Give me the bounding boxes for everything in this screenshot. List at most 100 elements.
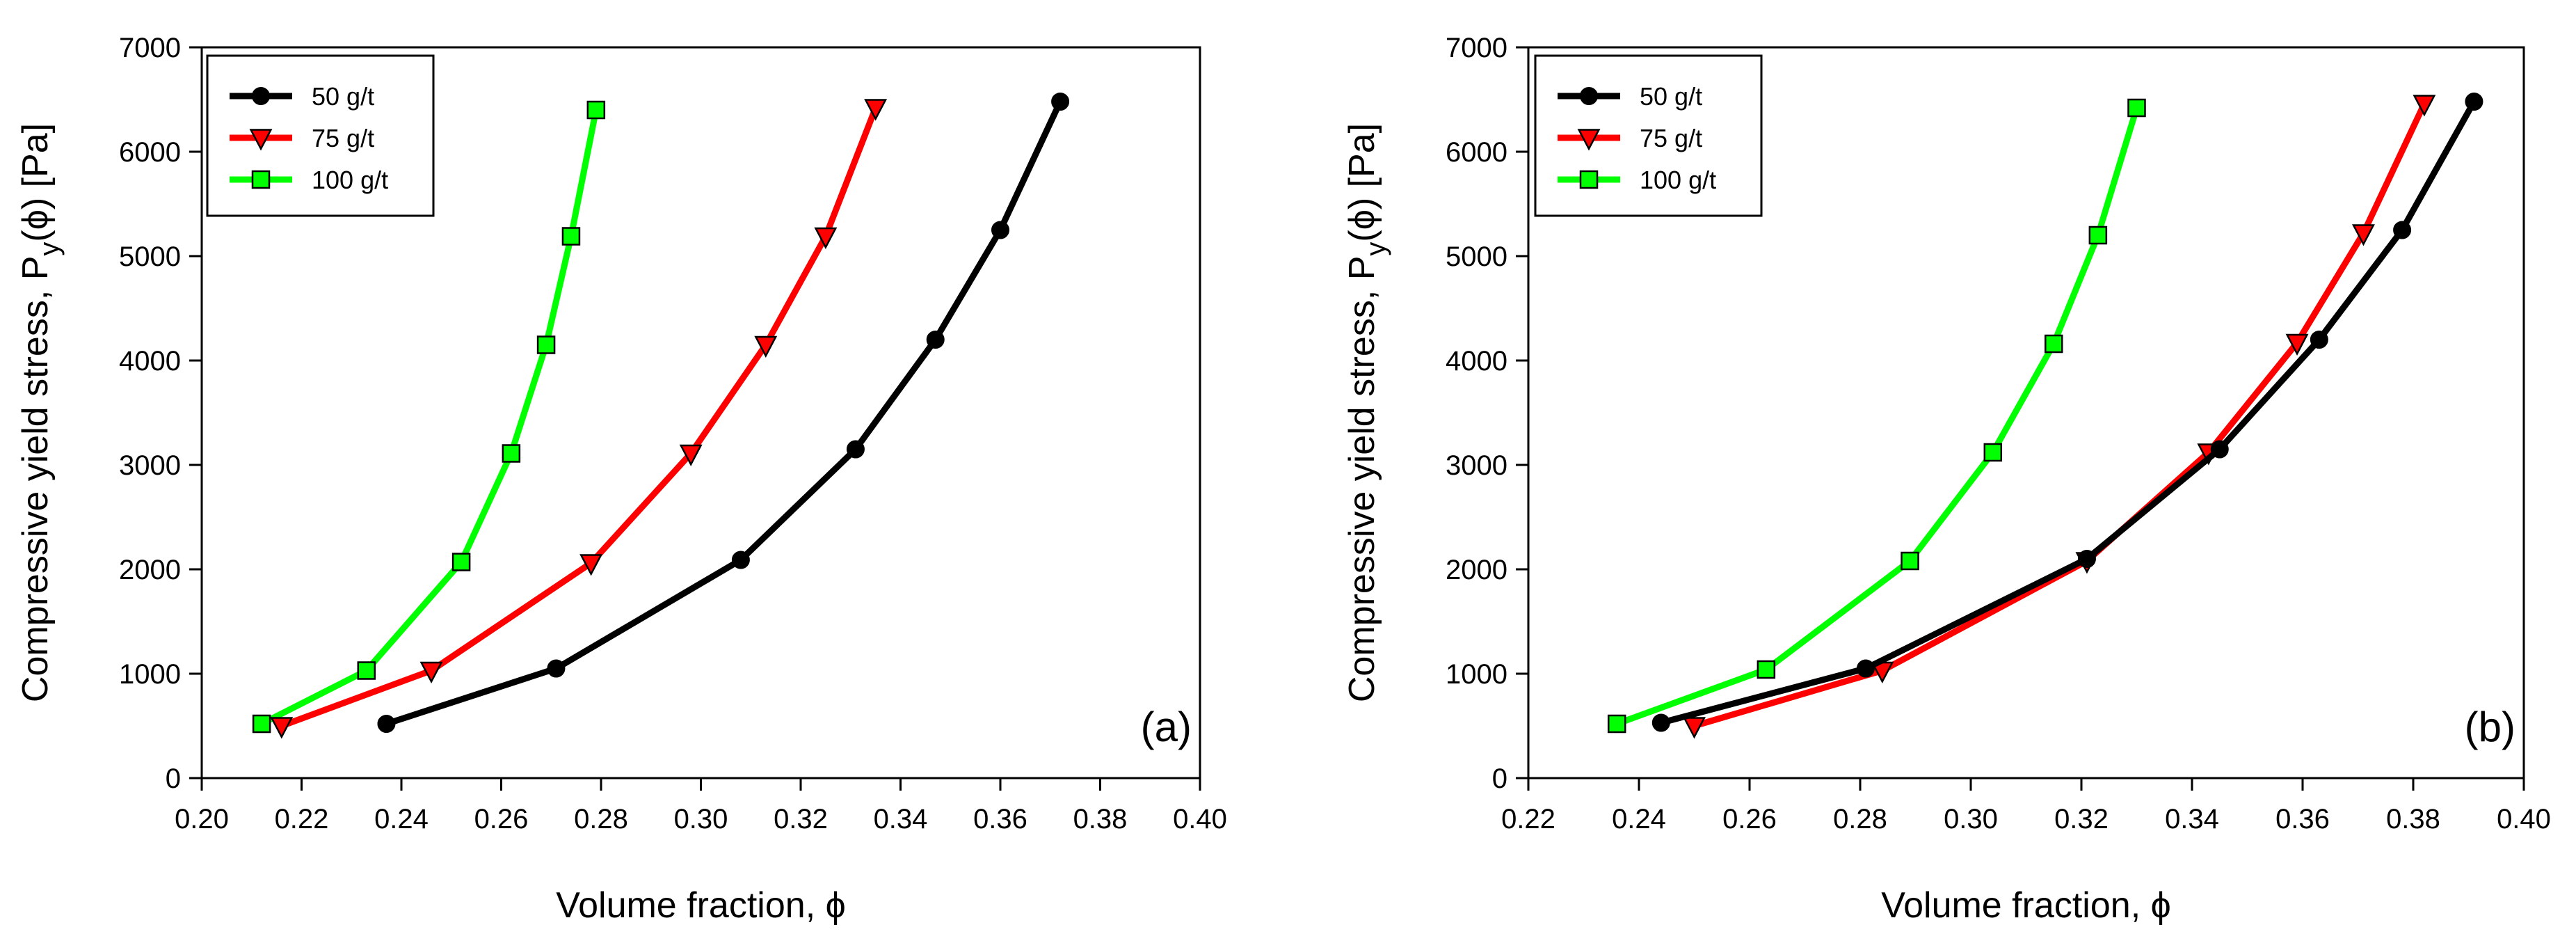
- data-point: [502, 444, 521, 463]
- x-tick-label: 0.34: [2165, 804, 2219, 834]
- data-point: [1051, 93, 1070, 111]
- y-axis-label-subscript: y: [34, 242, 65, 256]
- x-tick-label: 0.34: [874, 804, 928, 834]
- data-point: [2310, 331, 2328, 349]
- data-point: [1983, 443, 2003, 462]
- data-point: [252, 87, 270, 105]
- x-tick-label: 0.40: [2497, 804, 2551, 834]
- data-point: [991, 221, 1009, 239]
- data-point: [2413, 95, 2436, 117]
- data-point: [1607, 714, 1626, 734]
- series-line: [1691, 100, 2428, 729]
- x-tick-label: 0.24: [1612, 804, 1666, 834]
- x-tick-label: 0.22: [1501, 804, 1555, 834]
- x-tick-label: 0.20: [175, 804, 229, 834]
- data-point: [846, 440, 865, 459]
- series-50-g-t: [1651, 93, 2483, 732]
- legend-label: 100 g/t: [312, 166, 388, 194]
- y-axis-label-subscript: y: [1361, 242, 1391, 256]
- data-point: [2088, 225, 2108, 245]
- x-tick-label: 0.28: [1833, 804, 1887, 834]
- series-100-g-t: [1607, 98, 2146, 734]
- chart-panel-a: 0.20 0.22 0.24 0.26 0.28 0.30 0.32 0.34 0.36 0.38…: [15, 33, 1227, 926]
- x-tick-label: 0.36: [2275, 804, 2330, 834]
- data-point: [1577, 129, 1601, 151]
- y-tick-label: 3000: [119, 450, 181, 481]
- data-point: [731, 551, 750, 569]
- data-point: [1580, 87, 1598, 105]
- data-point: [2351, 224, 2375, 246]
- data-point: [377, 715, 396, 733]
- y-axis-label: Compressive yield stress, Py(ϕ) [Pa]: [1342, 123, 1391, 702]
- legend-item: 75 g/t: [1558, 124, 1702, 152]
- legend-item: 100 g/t: [1558, 166, 1716, 194]
- data-point: [2465, 93, 2483, 111]
- x-tick-label: 0.30: [1944, 804, 1998, 834]
- data-point: [536, 335, 556, 354]
- y-tick-label: 7000: [1446, 33, 1507, 63]
- data-point: [2285, 333, 2309, 356]
- y-tick-label: 4000: [1446, 346, 1507, 377]
- legend-item: 75 g/t: [230, 124, 374, 152]
- data-point: [357, 661, 376, 680]
- x-tick-label: 0.26: [1722, 804, 1777, 834]
- data-point: [547, 659, 566, 678]
- x-tick-label: 0.38: [1073, 804, 1128, 834]
- legend-label: 75 g/t: [1640, 124, 1702, 152]
- data-point: [270, 717, 294, 739]
- data-point: [1683, 717, 1706, 739]
- panel-label: (b): [2465, 704, 2515, 750]
- data-point: [814, 227, 838, 250]
- y-axis-label-main: Compressive yield stress, P: [15, 256, 56, 703]
- legend: 50 g/t 75 g/t 100 g/t: [206, 54, 435, 217]
- legend-item: 100 g/t: [230, 166, 388, 194]
- data-point: [2393, 221, 2412, 239]
- data-point: [249, 129, 273, 151]
- data-point: [1856, 659, 1875, 678]
- x-tick-label: 0.38: [2386, 804, 2440, 834]
- y-tick-label: 7000: [119, 33, 181, 63]
- legend-label: 100 g/t: [1640, 166, 1716, 194]
- series-line: [1658, 98, 2477, 726]
- data-point: [2210, 440, 2229, 459]
- data-point: [1579, 170, 1599, 189]
- data-point: [1651, 713, 1670, 732]
- x-tick-label: 0.32: [2054, 804, 2109, 834]
- data-point: [679, 444, 703, 467]
- data-point: [579, 554, 603, 576]
- legend-label: 50 g/t: [312, 82, 374, 111]
- data-point: [2045, 334, 2063, 354]
- data-point: [864, 99, 888, 121]
- series-100-g-t: [252, 100, 606, 734]
- legend-item: 50 g/t: [230, 82, 374, 111]
- y-axis-label-tail: (ϕ) [Pa]: [1342, 123, 1382, 242]
- x-tick-label: 0.26: [474, 804, 529, 834]
- data-point: [252, 714, 271, 734]
- data-point: [754, 335, 778, 358]
- data-point: [926, 331, 945, 349]
- plot-frame: [1527, 46, 2525, 779]
- data-point: [2127, 98, 2146, 118]
- y-axis-label-main: Compressive yield stress, P: [1342, 256, 1382, 703]
- y-tick-label: 5000: [1446, 242, 1507, 272]
- x-tick-label: 0.40: [1173, 804, 1227, 834]
- x-tick-label: 0.32: [774, 804, 828, 834]
- y-axis-label: Compressive yield stress, Py(ϕ) [Pa]: [15, 123, 65, 702]
- x-tick-label: 0.28: [574, 804, 628, 834]
- legend-label: 75 g/t: [312, 124, 374, 152]
- data-point: [251, 170, 271, 189]
- panel-label: (a): [1141, 704, 1192, 750]
- x-axis-label: Volume fraction, ϕ: [1881, 885, 2170, 926]
- data-point: [419, 661, 443, 684]
- y-tick-label: 5000: [119, 242, 181, 272]
- y-tick-label: 0: [1492, 763, 1507, 794]
- x-tick-label: 0.30: [674, 804, 728, 834]
- series-50-g-t: [377, 93, 1070, 733]
- y-tick-label: 6000: [1446, 137, 1507, 168]
- chart-panel-b: 0.22 0.24 0.26 0.28 0.30 0.32 0.34 0.36 0.38 0.40…: [1342, 33, 2551, 926]
- y-tick-label: 0: [166, 763, 181, 794]
- legend-label: 50 g/t: [1640, 82, 1702, 111]
- y-tick-label: 1000: [119, 659, 181, 690]
- series-75-g-t: [270, 99, 888, 739]
